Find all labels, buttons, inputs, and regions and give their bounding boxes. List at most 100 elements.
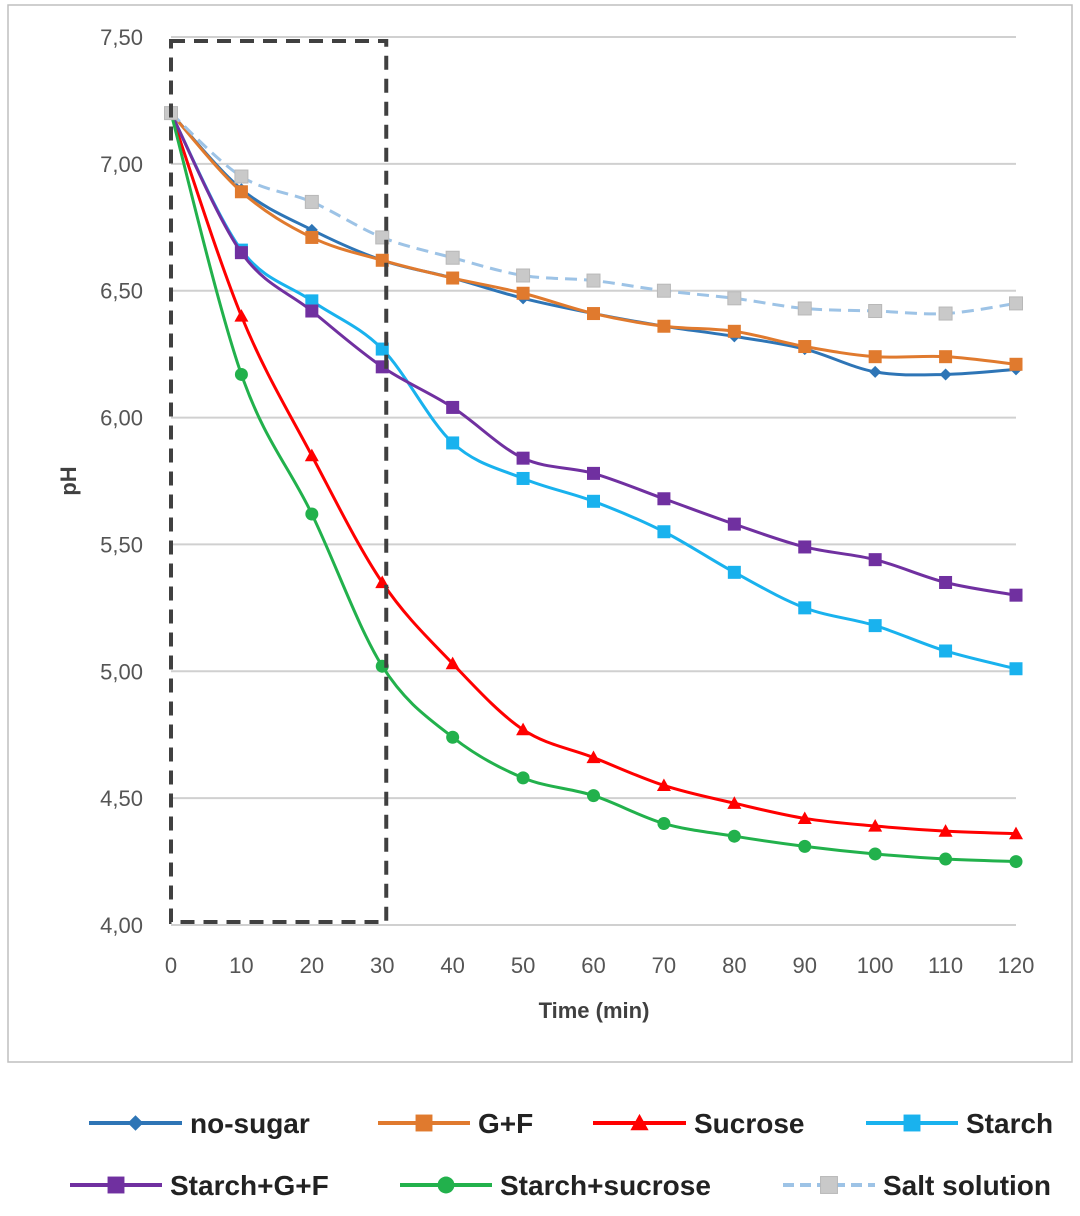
legend-marker — [820, 1176, 838, 1194]
data-point — [939, 644, 953, 658]
data-point — [587, 789, 600, 803]
data-point — [445, 250, 460, 265]
legend-marker — [127, 1115, 144, 1131]
data-point — [516, 771, 530, 785]
data-point — [234, 309, 249, 322]
data-point — [657, 817, 671, 831]
series-sucrose — [164, 106, 1023, 840]
data-point — [727, 829, 741, 843]
data-point — [656, 283, 671, 298]
data-point — [446, 436, 460, 450]
x-tick-label: 0 — [165, 953, 177, 978]
data-point — [587, 466, 600, 480]
data-point — [304, 194, 319, 209]
series-starch — [164, 106, 1023, 676]
data-point — [445, 656, 460, 670]
data-point — [727, 324, 741, 338]
data-point — [868, 350, 882, 364]
data-point — [939, 575, 953, 589]
data-series — [164, 106, 1023, 869]
legend: no-sugar G+F Sucrose Starch Starch+G+F Starch… — [70, 1108, 1053, 1201]
x-tick-label: 10 — [229, 953, 253, 978]
gridlines — [171, 36, 1016, 926]
data-point — [234, 169, 249, 184]
x-tick-label: 80 — [722, 953, 746, 978]
data-point — [798, 839, 812, 853]
data-point — [1009, 662, 1023, 676]
data-point — [657, 525, 671, 539]
legend-label: Starch+sucrose — [500, 1170, 711, 1201]
x-tick-label: 40 — [440, 953, 464, 978]
series-g-f — [164, 106, 1023, 371]
y-tick-label: 5,00 — [100, 659, 143, 684]
x-axis-title: Time (min) — [539, 998, 650, 1023]
legend-item: Sucrose — [593, 1108, 805, 1139]
y-tick-label: 6,50 — [100, 279, 143, 304]
legend-label: no-sugar — [190, 1108, 310, 1139]
series-line — [169, 112, 1017, 836]
data-point — [938, 306, 953, 321]
data-point — [868, 847, 882, 861]
data-point — [939, 368, 952, 381]
data-point — [657, 492, 671, 506]
y-tick-label: 4,50 — [100, 786, 143, 811]
data-point — [727, 291, 742, 306]
series-starch-g-f — [164, 106, 1023, 602]
highlight-dashed-box — [169, 39, 389, 924]
data-point — [1009, 855, 1023, 869]
legend-label: Starch+G+F — [170, 1170, 329, 1201]
data-point — [305, 304, 319, 318]
data-point — [234, 246, 248, 260]
legend-marker — [415, 1114, 433, 1132]
data-point — [446, 271, 460, 285]
data-point — [939, 852, 953, 866]
data-point — [656, 778, 671, 792]
data-point — [305, 294, 319, 308]
data-point — [797, 301, 812, 316]
data-point — [446, 400, 460, 414]
x-tick-label: 90 — [793, 953, 817, 978]
x-tick-label: 120 — [998, 953, 1035, 978]
x-tick-label: 70 — [652, 953, 676, 978]
legend-label: Sucrose — [694, 1108, 805, 1139]
data-point — [234, 367, 248, 381]
y-axis-title: pH — [56, 466, 81, 495]
series-salt-solution — [164, 106, 1023, 321]
y-tick-label: 7,50 — [100, 25, 143, 50]
data-point — [1009, 826, 1023, 840]
data-point — [798, 340, 812, 354]
data-point — [305, 230, 319, 244]
y-tick-label: 7,00 — [100, 152, 143, 177]
y-tick-label: 5,50 — [100, 532, 143, 557]
data-point — [586, 750, 601, 764]
data-point — [516, 722, 531, 736]
legend-item: Starch — [866, 1108, 1053, 1139]
y-axis-ticks: 4,00 4,50 5,00 5,50 6,00 6,50 7,00 7,50 — [100, 25, 143, 938]
legend-marker — [107, 1176, 125, 1194]
data-point — [798, 540, 812, 554]
data-point — [516, 451, 530, 465]
data-point — [516, 286, 530, 300]
x-axis-ticks: 0 10 20 30 40 50 60 70 80 90 100 110 120 — [165, 953, 1034, 978]
data-point — [727, 565, 741, 579]
data-point — [727, 796, 742, 809]
legend-marker — [630, 1113, 649, 1131]
legend-item: G+F — [378, 1108, 533, 1139]
data-point — [1009, 357, 1023, 371]
legend-label: Starch — [966, 1108, 1053, 1139]
legend-marker — [903, 1114, 921, 1132]
legend-item: Starch+sucrose — [400, 1170, 711, 1201]
data-point — [938, 824, 953, 837]
data-point — [868, 304, 883, 319]
data-point — [939, 350, 953, 364]
x-tick-label: 110 — [928, 953, 963, 978]
data-point — [305, 507, 319, 521]
data-point — [1009, 588, 1023, 602]
data-point — [868, 619, 882, 633]
legend-label: G+F — [478, 1108, 533, 1139]
data-point — [516, 471, 530, 485]
data-point — [234, 185, 248, 199]
series-starch-sucrose — [164, 106, 1023, 869]
data-point — [727, 517, 741, 531]
